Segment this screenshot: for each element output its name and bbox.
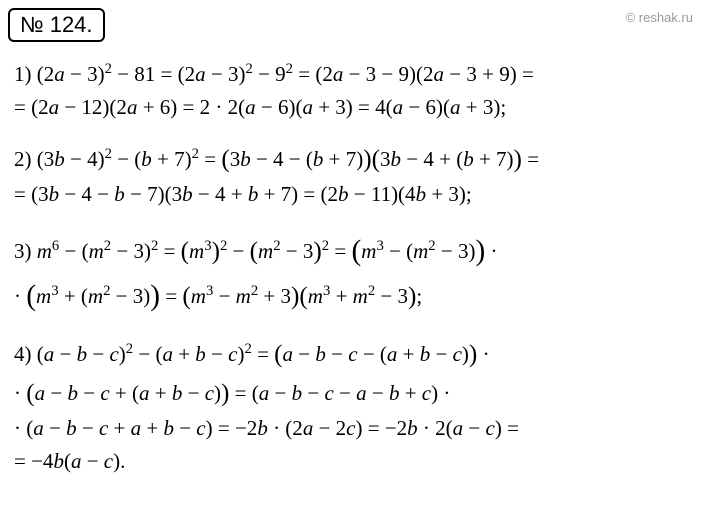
problem-1-line-1: 1) (2a − 3)2 − 81 = (2a − 3)2 − 92 = (2a… [14, 58, 693, 91]
problem-4-line-4: = −4b(a − c). [14, 445, 693, 478]
problem-2: 2) (3b − 4)2 − (b + 7)2 = (3b − 4 − (b +… [14, 139, 693, 211]
problem-number-box: № 124. [8, 8, 105, 42]
problem-3: 3) m6 − (m2 − 3)2 = (m3)2 − (m2 − 3)2 = … [14, 227, 693, 318]
problem-4-line-2: · (a − b − c + (a + b − c)) = (a − b − c… [14, 373, 693, 412]
problem-number: № 124. [20, 12, 93, 37]
problem-3-line-2: · (m3 + (m2 − 3)) = (m3 − m2 + 3)(m3 + m… [14, 272, 693, 318]
problem-4-line-3: · (a − b − c + a + b − c) = −2b · (2a − … [14, 412, 693, 445]
problem-3-line-1: 3) m6 − (m2 − 3)2 = (m3)2 − (m2 − 3)2 = … [14, 227, 693, 273]
problem-2-line-2: = (3b − 4 − b − 7)(3b − 4 + b + 7) = (2b… [14, 178, 693, 211]
problem-1: 1) (2a − 3)2 − 81 = (2a − 3)2 − 92 = (2a… [14, 58, 693, 123]
solution-content: 1) (2a − 3)2 − 81 = (2a − 3)2 − 92 = (2a… [14, 58, 693, 493]
watermark: © reshak.ru [626, 10, 693, 25]
problem-4: 4) (a − b − c)2 − (a + b − c)2 = (a − b … [14, 334, 693, 477]
problem-2-line-1: 2) (3b − 4)2 − (b + 7)2 = (3b − 4 − (b +… [14, 139, 693, 178]
problem-1-line-2: = (2a − 12)(2a + 6) = 2 · 2(a − 6)(a + 3… [14, 91, 693, 124]
problem-4-line-1: 4) (a − b − c)2 − (a + b − c)2 = (a − b … [14, 334, 693, 373]
